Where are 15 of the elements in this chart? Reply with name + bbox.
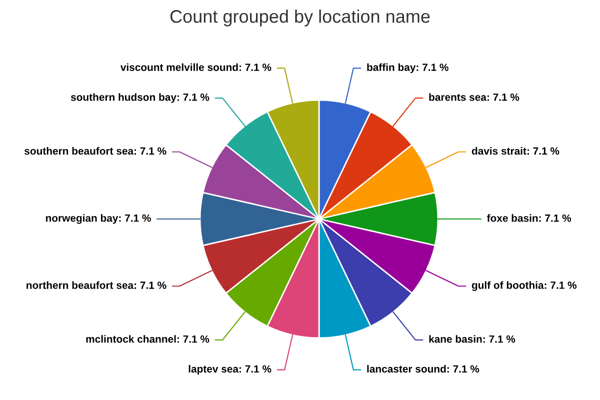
chart-title: Count grouped by location name	[170, 10, 430, 26]
slice-label: norwegian bay: 7.1 %	[46, 214, 151, 224]
slice-label: laptev sea: 7.1 %	[188, 364, 272, 375]
slice-label: southern hudson bay: 7.1 %	[70, 93, 210, 103]
slice-label: baffin bay: 7.1 %	[367, 63, 448, 74]
slice-label: northern beaufort sea: 7.1 %	[26, 281, 166, 289]
slice-label: lancaster sound: 7.1 %	[367, 364, 480, 373]
slice-label: viscount melville sound: 7.1 %	[120, 63, 272, 71]
slice-label: gulf of boothia: 7.1 %	[472, 281, 577, 291]
slice-label: barents sea: 7.1 %	[429, 93, 520, 101]
slice-label: mclintock channel: 7.1 %	[86, 335, 210, 343]
slice-label: foxe basin: 7.1 %	[486, 214, 572, 222]
slice-label: kane basin: 7.1 %	[429, 335, 516, 343]
slice-label: davis strait: 7.1 %	[472, 147, 560, 155]
slice-label: southern beaufort sea: 7.1 %	[24, 147, 166, 155]
